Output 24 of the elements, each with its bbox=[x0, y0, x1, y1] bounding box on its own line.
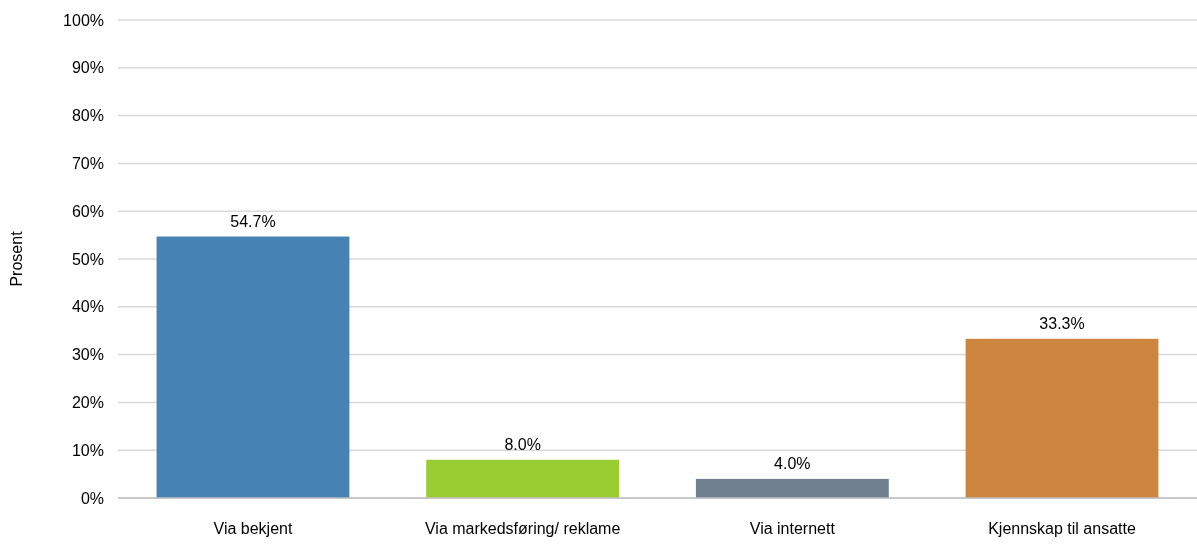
y-tick-label: 10% bbox=[71, 441, 104, 459]
bar bbox=[965, 338, 1159, 498]
y-tick-label: 20% bbox=[71, 394, 104, 411]
x-tick-label: Kjennskap til ansatte bbox=[988, 520, 1136, 537]
x-tick-label: Via internett bbox=[749, 520, 836, 537]
x-tick-label: Via markedsføring/ reklame bbox=[424, 520, 621, 537]
y-tick-label: 100% bbox=[63, 11, 104, 29]
y-tick-label: 40% bbox=[71, 298, 104, 316]
bar bbox=[426, 459, 620, 498]
y-tick-label: 70% bbox=[71, 155, 104, 172]
y-tick-label: 0% bbox=[80, 489, 104, 507]
y-tick-label: 50% bbox=[71, 250, 104, 268]
data-label: 4.0% bbox=[774, 454, 811, 472]
bar bbox=[695, 478, 889, 498]
x-tick-label: Via bekjent bbox=[213, 520, 293, 537]
data-label: 33.3% bbox=[1039, 314, 1085, 332]
y-tick-label: 90% bbox=[71, 59, 104, 77]
bar bbox=[156, 236, 350, 498]
y-axis-title: Prosent bbox=[8, 230, 25, 287]
y-tick-label: 60% bbox=[71, 202, 104, 220]
y-tick-label: 80% bbox=[71, 107, 104, 125]
data-label: 54.7% bbox=[230, 212, 276, 230]
y-tick-label: 30% bbox=[71, 346, 104, 364]
data-label: 8.0% bbox=[504, 435, 541, 453]
